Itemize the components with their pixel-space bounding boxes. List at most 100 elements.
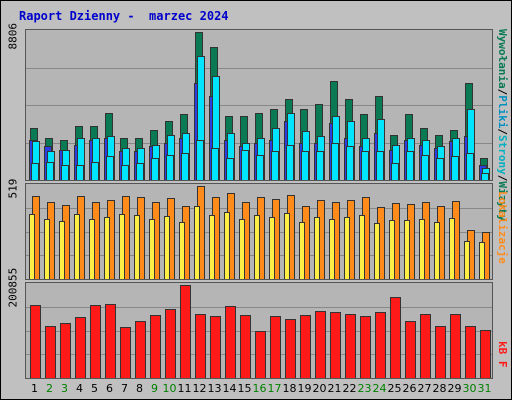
pages-bar: [421, 155, 429, 180]
day-label: 2: [46, 382, 53, 395]
panel1-max-label: 8806: [6, 23, 20, 50]
pages-bar: [466, 153, 474, 180]
day-label: 23: [357, 382, 372, 395]
kbytes-bar: [45, 326, 56, 378]
sites-front-bar: [194, 206, 200, 279]
kbytes-bar: [480, 330, 491, 378]
day-label: 15: [237, 382, 252, 395]
files-bar: [227, 133, 235, 180]
day-label: 5: [91, 382, 98, 395]
legend-hits: Wywołania: [496, 29, 509, 89]
day-label: 9: [151, 382, 158, 395]
day-label: 18: [282, 382, 297, 395]
files-bar: [122, 148, 130, 180]
pages-bar: [271, 151, 279, 180]
kbytes-bar: [420, 314, 431, 378]
pages-bar: [76, 165, 84, 180]
kbytes-bar: [360, 316, 371, 378]
files-bar: [32, 141, 40, 180]
kbytes-bar: [30, 305, 41, 378]
kbytes-bar: [270, 316, 281, 378]
kbytes-bar: [105, 304, 116, 378]
kbytes-bar: [375, 312, 386, 378]
sites-front-bar: [179, 222, 185, 279]
pages-bar: [286, 145, 294, 180]
sites-front-bar: [119, 214, 125, 279]
sites-front-bar: [209, 215, 215, 279]
files-bar: [77, 138, 85, 180]
kbytes-bar: [165, 309, 176, 378]
day-label: 11: [177, 382, 192, 395]
pages-bar: [106, 156, 114, 180]
gridline: [26, 306, 492, 308]
sites-front-bar: [254, 215, 260, 279]
sites-front-bar: [29, 214, 35, 279]
files-bar: [92, 138, 100, 180]
pages-bar: [391, 163, 399, 180]
sites-front-bar: [434, 222, 440, 279]
sites-front-bar: [479, 242, 485, 279]
sites-front-bar: [449, 218, 455, 279]
day-label: 27: [417, 382, 432, 395]
pages-bar: [196, 140, 204, 180]
pages-bar: [451, 156, 459, 180]
day-label: 6: [106, 382, 113, 395]
pages-bar: [361, 151, 369, 180]
day-label: 16: [252, 382, 267, 395]
pages-bar: [31, 163, 39, 180]
day-label: 25: [387, 382, 402, 395]
day-label: 14: [222, 382, 237, 395]
day-label: 31: [477, 382, 492, 395]
day-label: 20: [312, 382, 327, 395]
day-label: 28: [432, 382, 447, 395]
pages-bar: [181, 153, 189, 180]
pages-bar: [91, 162, 99, 180]
sites-front-bar: [329, 219, 335, 279]
sites-front-bar: [314, 217, 320, 279]
legend-pages: Strony: [496, 134, 509, 175]
sites-front-bar: [389, 220, 395, 279]
pages-bar: [121, 165, 129, 180]
files-bar: [197, 56, 205, 180]
day-label: 12: [192, 382, 207, 395]
files-bar: [212, 76, 220, 180]
legend-separator: /: [496, 128, 509, 135]
pages-bar: [46, 162, 54, 180]
legend-panel3: kB F: [493, 341, 509, 377]
sites-front-bar: [59, 221, 65, 279]
pages-bar: [166, 155, 174, 180]
pages-bar: [136, 163, 144, 180]
kbytes-bar: [60, 323, 71, 378]
day-label: 13: [207, 382, 222, 395]
day-label: 21: [327, 382, 342, 395]
kbytes-bar: [315, 311, 326, 378]
sites-front-bar: [464, 241, 470, 279]
chart-title: Raport Dzienny - marzec 2024: [19, 9, 229, 23]
kbytes-bar: [150, 315, 161, 378]
sites-front-bar: [89, 219, 95, 279]
pages-bar: [256, 155, 264, 180]
kbytes-bar: [135, 321, 146, 378]
sites-front-bar: [269, 217, 275, 279]
pages-bar: [376, 151, 384, 180]
sites-front-bar: [404, 220, 410, 279]
panel2-max-label: 519: [6, 178, 20, 199]
day-label: 24: [372, 382, 387, 395]
legend-files: Pliki: [496, 95, 509, 129]
day-label: 8: [136, 382, 143, 395]
sites-front-bar: [284, 213, 290, 279]
kbytes-bar: [465, 326, 476, 378]
day-label: 17: [267, 382, 282, 395]
day-label: 3: [61, 382, 68, 395]
day-label: 30: [462, 382, 477, 395]
gridline: [26, 105, 492, 106]
pages-bar: [331, 143, 339, 180]
gridline: [26, 67, 492, 69]
kbytes-panel: [25, 282, 493, 379]
pages-bar: [481, 173, 489, 180]
sites-front-bar: [239, 219, 245, 279]
sites-front-bar: [44, 219, 50, 279]
kbytes-bar: [120, 327, 131, 378]
day-label: 19: [297, 382, 312, 395]
